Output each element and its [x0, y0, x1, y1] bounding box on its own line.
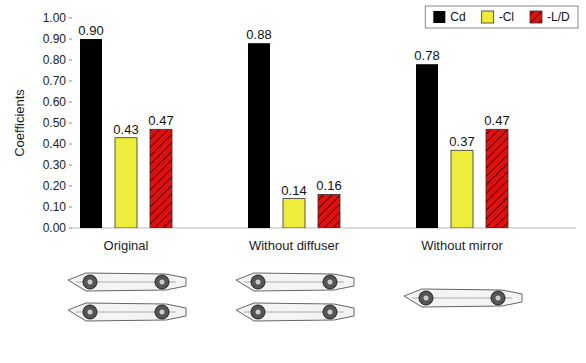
- category-label: Without mirror: [421, 238, 503, 253]
- y-tick-label: 0.50: [43, 116, 67, 130]
- car-wheel: [323, 305, 337, 319]
- car-body: [404, 289, 522, 307]
- y-tick-label: 0.70: [43, 74, 67, 88]
- y-tick-label: 0.10: [43, 200, 67, 214]
- data-label: 0.37: [449, 134, 474, 149]
- y-tick: [69, 144, 72, 145]
- car-hub: [160, 280, 165, 285]
- y-tick: [69, 165, 72, 166]
- y-tick: [69, 186, 72, 187]
- car-wheel: [83, 305, 97, 319]
- bar: [451, 150, 473, 228]
- data-label: 0.43: [113, 122, 138, 137]
- car-icon: [404, 289, 522, 307]
- data-label: 0.47: [148, 113, 173, 128]
- legend-swatch: [482, 11, 494, 23]
- car-wheel: [419, 291, 433, 305]
- car-hub: [160, 310, 165, 315]
- y-axis-title: Coefficients: [12, 89, 27, 157]
- y-tick: [69, 102, 72, 103]
- y-tick-label: 0.60: [43, 95, 67, 109]
- car-wheel: [83, 275, 97, 289]
- car-wheel: [251, 275, 265, 289]
- car-wheel: [155, 305, 169, 319]
- y-tick-label: 0.00: [43, 221, 67, 235]
- legend: Cd -Cl -L/D: [425, 6, 578, 28]
- bar: [80, 39, 102, 228]
- bar: [416, 64, 438, 228]
- car-hub: [88, 310, 93, 315]
- car-icon: [68, 273, 186, 321]
- car-body: [68, 273, 186, 291]
- legend-box: [425, 6, 578, 28]
- data-label: 0.78: [414, 48, 439, 63]
- y-tick: [69, 60, 72, 61]
- y-tick: [69, 228, 72, 229]
- legend-label: Cd: [450, 10, 465, 24]
- y-tick-label: 0.90: [43, 32, 67, 46]
- car-hub: [256, 310, 261, 315]
- category-label: Original: [104, 238, 149, 253]
- y-tick: [69, 207, 72, 208]
- y-tick: [69, 123, 72, 124]
- legend-label: -Cl: [499, 10, 514, 24]
- y-tick-label: 0.80: [43, 53, 67, 67]
- car-body: [236, 303, 354, 321]
- bar: [283, 199, 305, 228]
- y-tick-label: 0.30: [43, 158, 67, 172]
- y-tick-label: 0.40: [43, 137, 67, 151]
- bar: [115, 138, 137, 228]
- car-wheel: [251, 305, 265, 319]
- data-label: 0.90: [78, 23, 103, 38]
- car-body: [236, 273, 354, 291]
- y-tick: [69, 18, 72, 19]
- y-tick-label: 1.00: [43, 11, 67, 25]
- car-hub: [424, 296, 429, 301]
- legend-swatch: [433, 11, 445, 23]
- car-hub: [328, 280, 333, 285]
- data-label: 0.47: [484, 113, 509, 128]
- y-tick: [69, 39, 72, 40]
- car-wheel: [491, 291, 505, 305]
- bar: [150, 129, 172, 228]
- bar: [248, 43, 270, 228]
- car-hub: [328, 310, 333, 315]
- legend-swatch: [530, 11, 542, 23]
- car-body: [68, 303, 186, 321]
- y-tick-label: 0.20: [43, 179, 67, 193]
- car-hub: [496, 296, 501, 301]
- car-hub: [256, 280, 261, 285]
- y-tick: [69, 81, 72, 82]
- data-label: 0.16: [316, 178, 341, 193]
- bar: [486, 129, 508, 228]
- car-wheel: [323, 275, 337, 289]
- bars: [80, 39, 508, 228]
- car-icon: [236, 273, 354, 321]
- category-label: Without diffuser: [249, 238, 340, 253]
- legend-label: -L/D: [547, 10, 570, 24]
- bar: [318, 194, 340, 228]
- data-label: 0.88: [246, 27, 271, 42]
- chart: 0.00 0.10 0.20 0.30 0.40 0.50 0.60 0.70 0.80 0.90…: [0, 0, 586, 363]
- car-hub: [88, 280, 93, 285]
- data-label: 0.14: [281, 183, 306, 198]
- car-wheel: [155, 275, 169, 289]
